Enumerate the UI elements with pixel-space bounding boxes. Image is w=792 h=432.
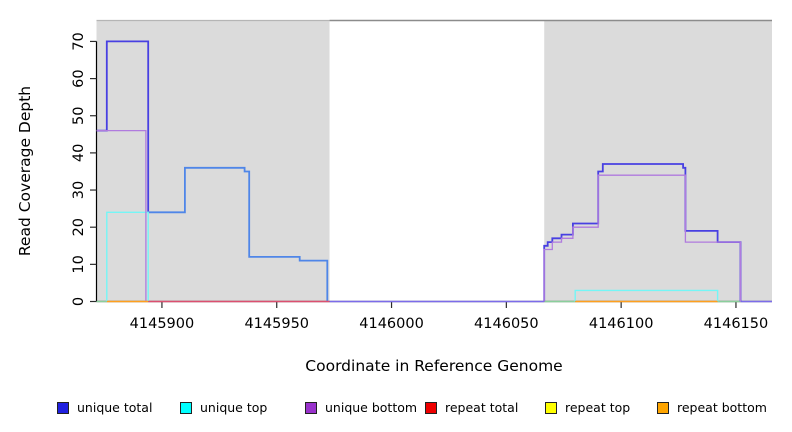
series-line-unique-top — [574, 289, 719, 302]
x-tick-label: 4146150 — [704, 316, 769, 332]
y-tick-label: 60 — [71, 69, 87, 87]
y-tick-label: 20 — [71, 218, 87, 236]
x-tick-label: 4146050 — [474, 316, 539, 332]
shaded-repeat-region — [96, 21, 330, 302]
shaded-repeat-region — [544, 21, 772, 302]
x-tick-label: 4146000 — [359, 316, 424, 332]
series-line-unique-top — [106, 211, 149, 302]
y-tick-label: 0 — [71, 297, 87, 306]
y-tick-label: 10 — [71, 255, 87, 273]
x-tick-label: 4146100 — [589, 316, 654, 332]
series-line-unique-bottom — [96, 129, 147, 302]
series-line-unique-total — [148, 166, 329, 302]
y-tick-label: 40 — [71, 144, 87, 162]
y-axis-label: Read Coverage Depth — [16, 86, 34, 256]
x-tick-label: 4145900 — [130, 316, 195, 332]
y-tick-label: 70 — [71, 32, 87, 50]
x-tick-label: 4145950 — [244, 316, 309, 332]
x-axis-label: Coordinate in Reference Genome — [305, 357, 562, 375]
y-tick-label: 30 — [71, 181, 87, 199]
series-line-unique-bottom — [543, 174, 742, 302]
y-tick-label: 50 — [71, 107, 87, 125]
